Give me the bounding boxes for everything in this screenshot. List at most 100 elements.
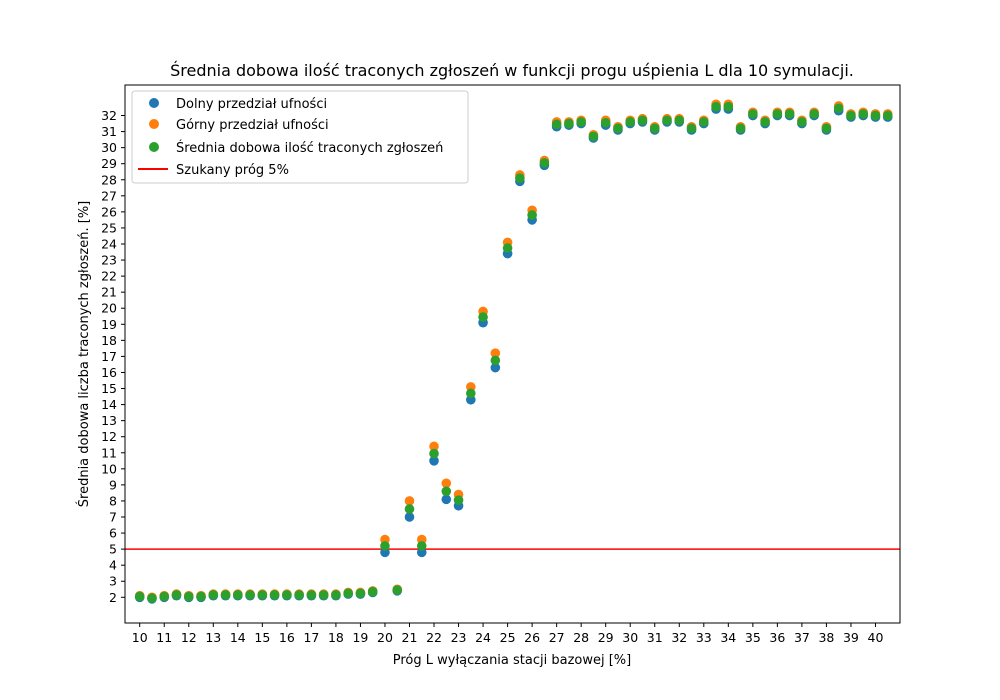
data-point [196, 591, 206, 602]
data-point [429, 448, 439, 459]
data-point [416, 541, 427, 551]
data-point [380, 541, 390, 551]
data-point [797, 117, 807, 127]
data-point [833, 103, 844, 114]
data-point [882, 110, 893, 121]
data-point [625, 117, 636, 127]
y-tick-label: 25 [101, 220, 117, 235]
data-point [343, 588, 353, 599]
data-point [245, 590, 255, 600]
legend-label-threshold: Szukany próg 5% [176, 163, 289, 178]
y-tick-label: 9 [109, 477, 117, 492]
y-tick-label: 8 [109, 493, 117, 508]
data-point [551, 119, 562, 130]
y-tick-label: 19 [101, 317, 117, 332]
data-point [147, 593, 157, 603]
data-point [453, 495, 464, 505]
data-point [588, 131, 599, 142]
y-axis: 2345678910111213141516171819202122232425… [101, 108, 125, 605]
data-point [392, 585, 403, 595]
data-point [306, 590, 317, 600]
x-tick-label: 36 [769, 630, 785, 645]
y-tick-label: 27 [101, 188, 117, 203]
data-point [686, 123, 697, 134]
x-tick-label: 18 [328, 630, 344, 645]
data-point [527, 210, 537, 220]
data-point [723, 101, 734, 112]
y-tick-label: 17 [101, 349, 117, 364]
data-point [772, 109, 783, 119]
x-tick-label: 31 [647, 630, 663, 645]
x-tick-label: 22 [426, 630, 442, 645]
x-tick-label: 21 [402, 630, 418, 645]
x-tick-label: 11 [156, 630, 172, 645]
legend-marker-lower [149, 98, 159, 108]
data-point [404, 504, 415, 514]
data-point [662, 115, 672, 126]
data-point [674, 115, 685, 126]
data-point [441, 478, 452, 489]
y-tick-label: 10 [101, 461, 117, 476]
data-point [429, 441, 439, 452]
data-point [502, 243, 513, 253]
data-point [858, 109, 869, 119]
y-tick-label: 6 [109, 526, 117, 541]
data-point [294, 590, 304, 600]
x-tick-label: 17 [303, 630, 319, 645]
data-point [159, 591, 170, 602]
data-point [331, 590, 341, 600]
data-point [846, 110, 856, 121]
x-tick-label: 30 [622, 630, 638, 645]
data-point [171, 590, 182, 600]
data-point [600, 117, 611, 128]
data-point [711, 101, 721, 112]
data-point [355, 588, 366, 599]
y-tick-label: 23 [101, 253, 117, 268]
data-point [649, 123, 660, 134]
y-tick-label: 7 [109, 510, 117, 525]
y-tick-label: 21 [101, 285, 117, 300]
data-point [318, 590, 329, 600]
y-tick-label: 26 [101, 204, 117, 219]
data-point [183, 591, 194, 602]
y-tick-label: 28 [101, 172, 117, 187]
data-point [490, 355, 501, 366]
data-point [539, 158, 550, 168]
plot-frame [124, 84, 901, 624]
legend-label-mean: Średnia dobowa ilość traconych zgłoszeń [176, 140, 443, 156]
x-axis: 10 11 12 13 14 15 16 17 18 19 20 21 22 23 24 25 26 27 28 29… [132, 623, 883, 645]
y-tick-label: 4 [109, 558, 117, 573]
y-tick-label: 5 [109, 542, 117, 557]
x-tick-label: 10 [132, 630, 148, 645]
data-point [698, 117, 709, 127]
data-point [441, 486, 452, 497]
y-tick-label: 31 [101, 124, 117, 139]
y-tick-label: 18 [101, 333, 117, 348]
y-tick-label: 30 [101, 140, 117, 155]
legend: Dolny przedział ufności Górny przedział … [131, 90, 469, 184]
data-point [784, 109, 795, 119]
data-point [564, 118, 574, 129]
x-tick-label: 23 [451, 630, 467, 645]
data-point [466, 388, 476, 399]
legend-label-lower: Dolny przedział ufności [176, 97, 327, 112]
y-tick-label: 16 [101, 365, 117, 380]
chart-title: Średnia dobowa ilość traconych zgłoszeń … [170, 61, 854, 80]
x-tick-label: 13 [205, 630, 221, 645]
x-tick-label: 39 [843, 630, 859, 645]
data-point [134, 591, 145, 602]
y-tick-label: 22 [101, 269, 117, 284]
series-2 [134, 101, 893, 603]
x-tick-label: 12 [181, 630, 197, 645]
data-point [233, 590, 243, 600]
legend-label-upper: Górny przedział ufności [176, 118, 329, 133]
x-axis-label: Próg L wyłączania stacji bazowej [%] [393, 653, 631, 668]
data-point [478, 312, 488, 322]
data-point [282, 590, 292, 600]
data-point [441, 494, 452, 505]
x-tick-label: 35 [745, 630, 761, 645]
x-tick-label: 16 [279, 630, 295, 645]
data-point [809, 109, 819, 119]
